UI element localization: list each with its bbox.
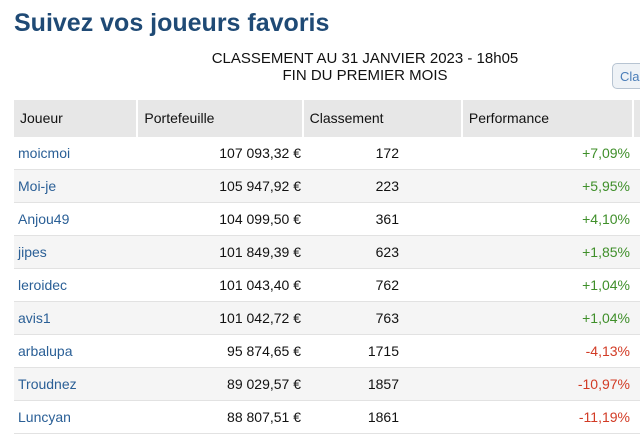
column-header-portefeuille[interactable]: Portefeuille — [138, 100, 301, 137]
table-row: arbalupa95 874,65 €1715-4,13% — [14, 335, 640, 368]
portfolio-value: 107 093,32 € — [139, 145, 305, 161]
ranking-value: 1861 — [305, 409, 399, 425]
ranking-period-line: FIN DU PREMIER MOIS — [150, 67, 580, 84]
portfolio-value: 104 099,50 € — [139, 211, 305, 227]
ranking-date-line: CLASSEMENT AU 31 JANVIER 2023 - 18h05 — [150, 50, 580, 67]
ranking-value: 762 — [305, 277, 399, 293]
ranking-value: 361 — [305, 211, 399, 227]
player-name-link[interactable]: avis1 — [14, 310, 139, 326]
table-row: Luncyan88 807,51 €1861-11,19% — [14, 401, 640, 434]
player-name-link[interactable]: moicmoi — [14, 145, 139, 161]
player-name-link[interactable]: Luncyan — [14, 409, 139, 425]
ranking-value: 1857 — [305, 376, 399, 392]
ranking-value: 1715 — [305, 343, 399, 359]
performance-value: +4,10% — [399, 211, 630, 227]
ranking-value: 223 — [305, 178, 399, 194]
table-body: moicmoi107 093,32 €172+7,09%Moi-je105 94… — [14, 137, 640, 434]
favorites-table: Joueur Portefeuille Classement Performan… — [14, 100, 640, 434]
performance-value: -11,19% — [399, 409, 630, 425]
ranking-value: 172 — [305, 145, 399, 161]
portfolio-value: 95 874,65 € — [139, 343, 305, 359]
portfolio-value: 88 807,51 € — [139, 409, 305, 425]
column-header-extra — [634, 100, 640, 137]
player-name-link[interactable]: Troudnez — [14, 376, 139, 392]
column-header-performance[interactable]: Performance — [463, 100, 632, 137]
ranking-subtitle: CLASSEMENT AU 31 JANVIER 2023 - 18h05 FI… — [150, 50, 580, 84]
player-name-link[interactable]: arbalupa — [14, 343, 139, 359]
performance-value: +1,04% — [399, 277, 630, 293]
ranking-value: 763 — [305, 310, 399, 326]
table-header-row: Joueur Portefeuille Classement Performan… — [14, 100, 640, 137]
portfolio-value: 101 043,40 € — [139, 277, 305, 293]
performance-value: +1,85% — [399, 244, 630, 260]
table-row: Troudnez89 029,57 €1857-10,97% — [14, 368, 640, 401]
page-title: Suivez vos joueurs favoris — [14, 9, 329, 38]
table-row: moicmoi107 093,32 €172+7,09% — [14, 137, 640, 170]
classement-button[interactable]: Cla — [612, 63, 640, 89]
column-header-joueur[interactable]: Joueur — [14, 100, 136, 137]
portfolio-value: 101 849,39 € — [139, 244, 305, 260]
table-row: avis1101 042,72 €763+1,04% — [14, 302, 640, 335]
performance-value: +1,04% — [399, 310, 630, 326]
player-name-link[interactable]: Moi-je — [14, 178, 139, 194]
portfolio-value: 89 029,57 € — [139, 376, 305, 392]
ranking-value: 623 — [305, 244, 399, 260]
performance-value: -4,13% — [399, 343, 630, 359]
table-row: Moi-je105 947,92 €223+5,95% — [14, 170, 640, 203]
portfolio-value: 101 042,72 € — [139, 310, 305, 326]
portfolio-value: 105 947,92 € — [139, 178, 305, 194]
player-name-link[interactable]: Anjou49 — [14, 211, 139, 227]
player-name-link[interactable]: jipes — [14, 244, 139, 260]
table-row: jipes101 849,39 €623+1,85% — [14, 236, 640, 269]
table-row: Anjou49104 099,50 €361+4,10% — [14, 203, 640, 236]
performance-value: +7,09% — [399, 145, 630, 161]
performance-value: +5,95% — [399, 178, 630, 194]
performance-value: -10,97% — [399, 376, 630, 392]
table-row: leroidec101 043,40 €762+1,04% — [14, 269, 640, 302]
column-header-classement[interactable]: Classement — [304, 100, 461, 137]
player-name-link[interactable]: leroidec — [14, 277, 139, 293]
